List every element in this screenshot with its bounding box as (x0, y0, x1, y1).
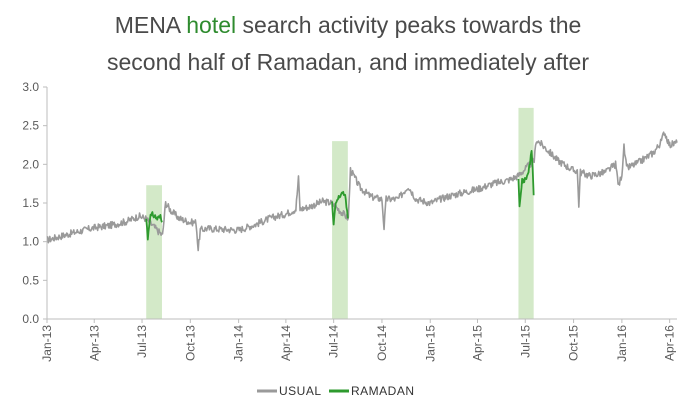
chart-title-line-2: second half of Ramadan, and immediately … (107, 49, 589, 75)
x-tick-label: Oct-14 (375, 325, 389, 361)
series-ramadan-line-1 (145, 211, 163, 241)
series-usual (46, 131, 678, 252)
y-tick-label: 3.0 (22, 80, 39, 94)
chart-title-prefix: MENA (115, 12, 187, 38)
x-tick-label: Apr-13 (87, 325, 101, 361)
ramadan-band-1 (146, 185, 162, 319)
y-tick-label: 1.0 (22, 235, 39, 249)
x-tick-label: Jan-16 (615, 325, 629, 362)
x-tick-label: Apr-16 (663, 325, 677, 361)
x-tick-label: Jan-13 (40, 325, 54, 362)
legend: USUAL RAMADAN (257, 384, 415, 398)
x-tick-label: Oct-13 (183, 325, 197, 361)
series-ramadan-line-2 (331, 190, 349, 226)
series-ramadan (145, 149, 535, 241)
series-usual-line (46, 131, 678, 252)
legend-usual-label: USUAL (279, 384, 322, 398)
y-tick-label: 1.5 (22, 196, 39, 210)
x-tick-label: Apr-15 (471, 325, 485, 361)
x-tick-label: Jul-15 (518, 325, 532, 358)
chart-title-highlight: hotel (186, 12, 236, 38)
y-tick-label: 2.5 (22, 119, 39, 133)
x-tick-label: Jan-15 (423, 325, 437, 362)
x-tick-label: Jul-14 (327, 325, 341, 358)
y-tick-label: 2.0 (22, 157, 39, 171)
y-tick-label: 0.0 (22, 312, 39, 326)
axes: 0.0 0.5 1.0 1.5 2.0 2.5 3.0 Jan-13 Apr-13 Jul-13 O… (22, 80, 677, 362)
ramadan-band-3 (518, 107, 534, 319)
x-tick-label: Oct-15 (567, 325, 581, 361)
chart-title-line-1: MENA hotel search activity peaks towards… (115, 12, 582, 38)
legend-ramadan-label: RAMADAN (351, 384, 415, 398)
x-tick-label: Apr-14 (279, 325, 293, 361)
chart-title-suffix: search activity peaks towards the (236, 12, 581, 38)
ramadan-band-2 (332, 141, 348, 319)
y-tick-label: 0.5 (22, 273, 39, 287)
x-tick-label: Jul-13 (135, 325, 149, 358)
x-tick-label: Jan-14 (232, 325, 246, 362)
series-ramadan-line-3 (517, 149, 535, 208)
